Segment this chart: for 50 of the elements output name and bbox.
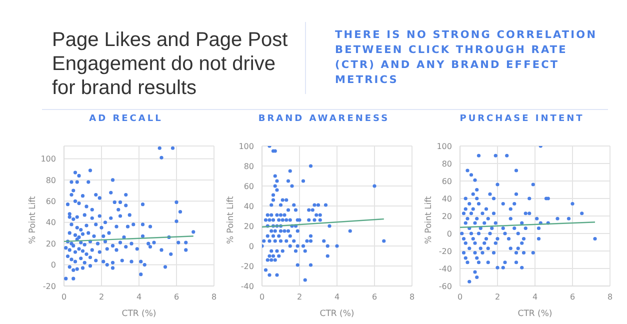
y-tick-label: -60 — [438, 282, 452, 291]
text: Page Likes and Page Post Engagement do not drive for brand results — [52, 28, 289, 100]
x-tick-label: 2 — [98, 292, 104, 302]
y-tick-label: 60 — [244, 182, 254, 191]
x-tick-label: 6 — [372, 292, 378, 302]
y-tick-label: 100 — [40, 154, 56, 164]
x-tick-label: 2 — [494, 292, 500, 302]
y-tick-label: 80 — [442, 159, 452, 168]
x-tick-label: 0 — [61, 292, 67, 302]
chart-title: BRAND AWARENESS — [257, 114, 391, 125]
x-tick-label: 0 — [457, 292, 463, 302]
x-tick-label: 0 — [259, 292, 265, 302]
y-tick-label: 0 — [248, 242, 254, 251]
y-tick-label: 20 — [442, 212, 452, 221]
y-tick-label: -20 — [438, 246, 452, 256]
x-axis-title: CTR (%) — [122, 309, 156, 319]
y-tick-label: 80 — [46, 176, 56, 185]
x-tick-label: 4 — [532, 292, 538, 302]
y-tick-label: -40 — [438, 264, 452, 274]
y-tick-label: 20 — [244, 222, 254, 231]
y-tick-label: 20 — [46, 239, 56, 248]
y-tick-label: 0 — [50, 260, 56, 270]
x-tick-label: 4 — [334, 292, 340, 302]
y-tick-label: 0 — [446, 229, 452, 238]
y-tick-label: 60 — [46, 196, 56, 206]
y-tick-label: 40 — [46, 218, 56, 228]
x-tick-label: 8 — [607, 292, 613, 302]
y-tick-label: -40 — [240, 282, 254, 291]
y-tick-label: 60 — [442, 176, 452, 186]
y-axis-title: % Point Lift — [28, 195, 38, 244]
chart-title: PURCHASE INTENT — [458, 114, 586, 125]
x-tick-label: 8 — [211, 292, 217, 302]
x-tick-label: 6 — [570, 292, 576, 302]
x-tick-label: 2 — [296, 292, 302, 302]
x-tick-label: 8 — [409, 292, 415, 302]
x-axis-title: CTR (%) — [518, 309, 552, 319]
text: THERE IS NO STRONG CORRELATION BETWEEN CLICK THROUGH RATE (CTR) AND ANY BRAND EFFECT METRICS — [335, 28, 598, 88]
y-tick-label: -20 — [42, 282, 56, 291]
y-tick-label: 100 — [436, 142, 452, 151]
y-tick-label: 80 — [244, 162, 254, 171]
y-tick-label: -20 — [240, 262, 254, 271]
chart-title: AD RECALL — [88, 114, 164, 125]
y-tick-label: 40 — [244, 202, 254, 211]
y-tick-label: 40 — [442, 194, 452, 204]
y-axis-title: % Point Lift — [226, 195, 236, 244]
y-tick-label: 100 — [238, 142, 254, 151]
x-tick-label: 4 — [136, 292, 142, 302]
y-axis-title: % Point Lift — [424, 195, 434, 244]
x-tick-label: 6 — [174, 292, 180, 302]
x-axis-title: CTR (%) — [320, 309, 354, 319]
